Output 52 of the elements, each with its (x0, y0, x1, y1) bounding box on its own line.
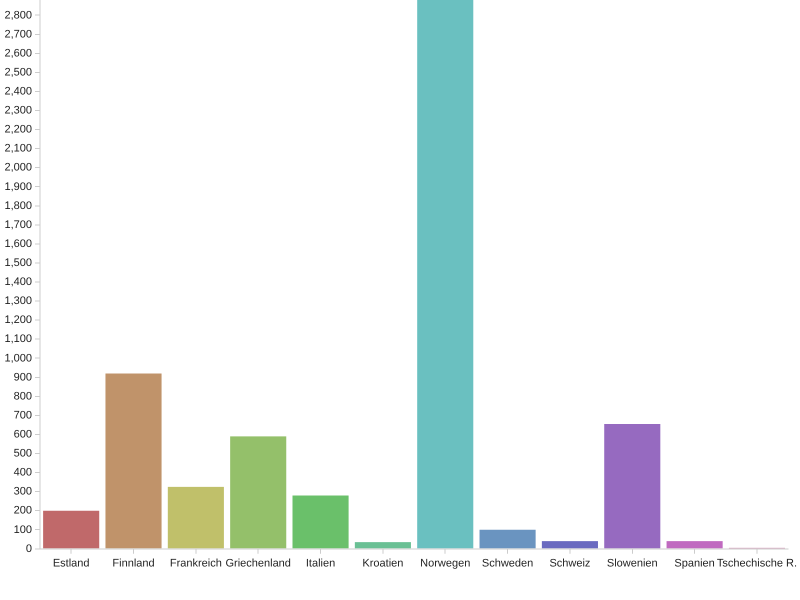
y-tick-label: 300 (14, 486, 32, 498)
x-tick-label: Kroatien (362, 557, 404, 570)
y-tick-label: 2,400 (4, 86, 32, 98)
y-tick-label: 900 (14, 371, 32, 384)
y-tick-label: 2,600 (4, 47, 32, 60)
bar (230, 436, 286, 548)
bar (666, 541, 723, 548)
y-tick-label: 0 (26, 542, 32, 555)
y-tick-label: 500 (14, 448, 32, 460)
y-tick-label: 1,500 (4, 257, 32, 269)
y-tick-label: 1,000 (4, 352, 32, 364)
y-tick-label: 2,700 (4, 28, 32, 40)
x-tick-label: Tschechische R. (716, 557, 798, 570)
bar (417, 0, 474, 548)
y-tick-label: 1,400 (4, 276, 32, 288)
y-tick-label: 1,900 (4, 180, 32, 193)
x-tick-label: Schweden (482, 557, 534, 570)
x-tick-label: Schweiz (549, 557, 590, 570)
y-tick-label: 600 (14, 428, 32, 440)
y-tick-label: 2,200 (4, 124, 32, 136)
x-tick-label: Spanien (674, 557, 715, 570)
bar (542, 541, 598, 548)
y-tick-label: 2,000 (4, 162, 32, 174)
y-tick-label: 100 (14, 524, 32, 536)
bar (604, 424, 660, 548)
x-tick-label: Estland (52, 557, 90, 570)
x-tick-label: Slowenien (606, 557, 658, 570)
x-tick-label: Griechenland (225, 557, 291, 570)
y-tick-label: 1,600 (4, 238, 32, 250)
y-tick-label: 2,100 (4, 142, 32, 155)
y-tick-label: 2,500 (4, 66, 32, 78)
bar (105, 373, 162, 548)
y-tick-label: 2,800 (4, 9, 32, 22)
x-tick-label: Finnland (112, 557, 155, 570)
y-tick-label: 1,800 (4, 200, 32, 212)
bar (480, 530, 536, 548)
bar (168, 486, 224, 548)
y-tick-label: 700 (14, 409, 32, 422)
bar (354, 542, 411, 548)
bar (43, 510, 100, 548)
y-tick-label: 400 (14, 466, 32, 479)
bar (292, 495, 349, 548)
y-tick-label: 1,700 (4, 218, 32, 231)
x-tick-label: Norwegen (420, 557, 470, 570)
y-tick-label: 2,300 (4, 104, 32, 117)
y-tick-label: 1,200 (4, 314, 32, 326)
y-tick-label: 800 (14, 390, 32, 402)
y-tick-label: 200 (14, 504, 32, 517)
y-tick-label: 1,100 (4, 333, 32, 346)
x-tick-label: Italien (306, 557, 336, 570)
y-tick-label: 1,300 (4, 295, 32, 308)
x-tick-label: Frankreich (170, 557, 222, 570)
